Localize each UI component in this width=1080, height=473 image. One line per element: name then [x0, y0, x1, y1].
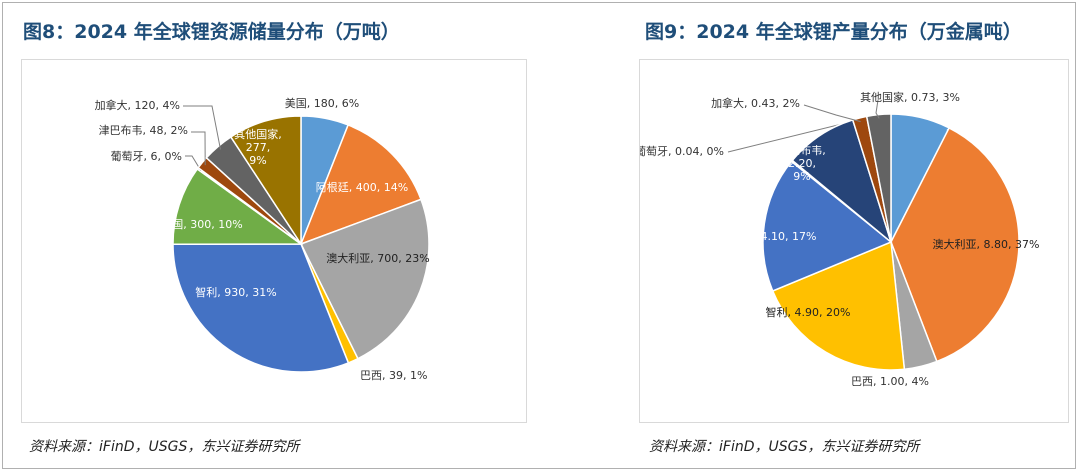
slice-label: 巴西, 1.00, 4%: [851, 375, 929, 388]
pie-slice: [865, 113, 892, 243]
slice-label: 智利, 4.90, 20%: [766, 305, 851, 319]
figure-8-panel: 图8：2024 年全球锂资源储量分布（万吨） 美国, 180, 6% 阿根廷, 4…: [3, 3, 543, 470]
pie-slice: [762, 160, 893, 292]
figure-8-source: 资料来源：iFinD，USGS，东兴证券研究所: [29, 439, 300, 455]
pie-slice: [890, 126, 1020, 363]
figure-9-source: 资料来源：iFinD，USGS，东兴证券研究所: [649, 439, 920, 455]
slice-label: 澳大利亚, 8.80, 37%: [933, 237, 1040, 251]
slice-label: 智利, 930, 31%: [195, 285, 276, 299]
slice-label: 加拿大, 120, 4%: [95, 98, 180, 112]
slice-label: 其他国家, 0.73, 3%: [860, 90, 960, 104]
slice-label: 津巴布韦, 2.20, 9%: [778, 144, 826, 183]
pie-slice: [172, 243, 350, 373]
slice-label: 津巴布韦, 48, 2%: [99, 124, 188, 137]
leader-line: [183, 105, 221, 150]
figure-8-title: 图8：2024 年全球锂资源储量分布（万吨）: [23, 21, 400, 43]
slice-label: 巴西, 39, 1%: [360, 369, 427, 382]
figure-9-title: 图9：2024 年全球锂产量分布（万金属吨）: [645, 21, 1022, 43]
leader-line: [875, 99, 880, 119]
figure-9-chart-area: 阿根廷,1.80,8%澳大利亚, 8.80, 37%巴西, 1.00, 4%智利…: [639, 59, 1069, 423]
pie-slice: [299, 198, 430, 360]
slice-label: 澳大利亚, 700, 23%: [326, 251, 429, 265]
production-pie-chart: 阿根廷,1.80,8%澳大利亚, 8.80, 37%巴西, 1.00, 4%智利…: [640, 90, 1040, 388]
pie-slice: [299, 124, 422, 246]
slice-label: 中国, 300, 10%: [161, 218, 242, 231]
leader-line: [185, 155, 202, 171]
slice-label: 中国, 4.10, 17%: [732, 230, 817, 243]
reserves-pie-chart: 美国, 180, 6% 阿根廷, 400, 14% 澳大利亚, 700, 23% 巴西…: [95, 97, 430, 382]
figure-9-panel: 图9：2024 年全球锂产量分布（万金属吨） 阿根廷,1.80,8%澳大利亚, …: [543, 3, 1077, 470]
figure-8-chart-area: 美国, 180, 6% 阿根廷, 400, 14% 澳大利亚, 700, 23% 巴西…: [21, 59, 527, 423]
leader-line: [803, 104, 861, 123]
slice-label: 其他国家, 277, 9%: [234, 127, 282, 167]
pie-slice: [229, 115, 302, 247]
leader-line: [191, 131, 206, 166]
slice-label: 加拿大, 0.43, 2%: [711, 96, 800, 110]
slice-label: 葡萄牙, 6, 0%: [111, 150, 182, 163]
slice-label: 美国, 180, 6%: [285, 97, 359, 110]
pie-slice: [771, 240, 906, 371]
pie-slice: [172, 167, 304, 246]
slice-label: 葡萄牙, 0.04, 0%: [640, 145, 724, 158]
slice-label: 阿根廷, 400, 14%: [316, 180, 408, 194]
